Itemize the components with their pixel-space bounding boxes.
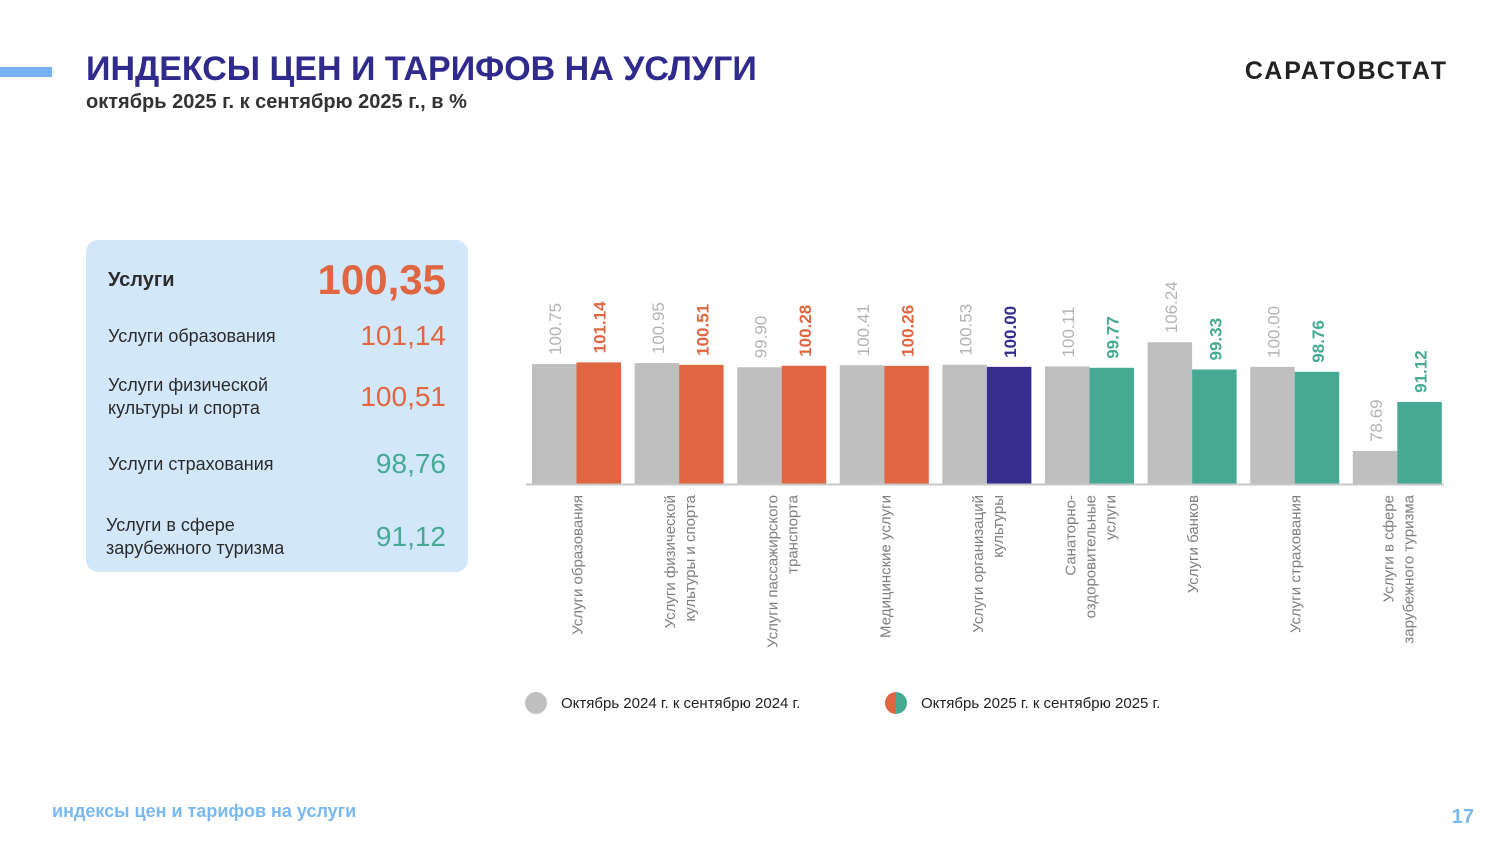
bar — [1045, 366, 1090, 484]
category-label: Услуги страхования — [1288, 495, 1305, 633]
data-label: 78.69 — [1367, 399, 1386, 442]
data-label: 101.14 — [591, 301, 610, 354]
summary-row: Услуги в сфере зарубежного туризма 91,12 — [106, 514, 446, 560]
data-label: 100.00 — [1264, 306, 1283, 358]
data-label: 100.75 — [546, 303, 565, 355]
summary-label: Услуги страхования — [108, 453, 274, 474]
legend-swatch-icon — [525, 692, 547, 714]
summary-row-total: Услуги 100,35 — [108, 256, 446, 303]
footer-text: индексы цен и тарифов на услуги — [52, 801, 357, 821]
data-label: 98.76 — [1309, 320, 1328, 363]
bar — [737, 367, 782, 484]
bar — [1192, 369, 1237, 484]
bar — [781, 365, 827, 484]
category-label: оздоровительные — [1083, 495, 1100, 618]
summary-value: 100,51 — [360, 381, 446, 412]
data-label: 99.77 — [1104, 316, 1123, 359]
data-label: 99.90 — [751, 316, 770, 359]
data-label: 100.53 — [957, 304, 976, 356]
data-label: 91.12 — [1412, 350, 1431, 393]
category-label: Услуги пассажирского — [765, 495, 782, 648]
category-label: зарубежного туризма — [1400, 494, 1417, 643]
legend-swatch-icon — [885, 692, 907, 714]
data-label: 100.26 — [899, 305, 918, 357]
bar — [839, 365, 885, 484]
category-label: Услуги образования — [570, 495, 587, 635]
accent-bar — [0, 67, 52, 77]
summary-value: 101,14 — [360, 320, 446, 351]
summary-row: Услуги страхования 98,76 — [108, 448, 446, 480]
bar — [1294, 371, 1340, 484]
summary-label: Услуги физической культуры и спорта — [108, 375, 269, 418]
summary-value: 91,12 — [375, 521, 446, 552]
category-label: Санаторно- — [1063, 495, 1080, 576]
category-label: культуры и спорта — [682, 494, 699, 621]
bar — [1397, 401, 1442, 484]
data-label: 100.41 — [854, 304, 873, 356]
bar — [942, 364, 987, 484]
page-subtitle: октябрь 2025 г. к сентябрю 2025 г., в % — [86, 91, 467, 113]
category-label: культуры — [990, 495, 1007, 558]
logo: САРАТОВСТАТ — [1244, 57, 1448, 85]
bar — [1089, 367, 1134, 484]
data-label: 100.51 — [693, 304, 712, 356]
legend-label: Октябрь 2025 г. к сентябрю 2025 г. — [921, 694, 1161, 712]
data-label: 99.33 — [1206, 318, 1225, 361]
category-label: транспорта — [785, 494, 802, 574]
legend-item-2024: Октябрь 2024 г. к сентябрю 2024 г. — [525, 692, 800, 714]
bar — [634, 363, 680, 484]
bar — [532, 363, 577, 484]
data-label: 100.11 — [1059, 307, 1078, 358]
data-label: 100.28 — [796, 305, 815, 357]
bar — [1147, 342, 1193, 484]
summary-panel: Услуги 100,35 Услуги образования 101,14 … — [86, 240, 468, 572]
bar — [1352, 450, 1398, 484]
bar — [679, 364, 724, 484]
category-label: Услуги физической — [662, 495, 679, 628]
bar — [884, 365, 929, 484]
category-label: Услуги в сфере — [1380, 495, 1397, 602]
summary-row: Услуги образования 101,14 — [108, 320, 446, 352]
category-label: Услуги банков — [1185, 495, 1202, 593]
summary-label: Услуги в сфере зарубежного туризма — [106, 515, 285, 558]
data-label: 100.00 — [1001, 306, 1020, 358]
data-label: 106.24 — [1162, 281, 1181, 333]
bar — [1250, 366, 1295, 484]
summary-row: Услуги физической культуры и спорта 100,… — [108, 374, 446, 420]
page-title: ИНДЕКСЫ ЦЕН И ТАРИФОВ НА УСЛУГИ — [86, 50, 757, 88]
legend-label: Октябрь 2024 г. к сентябрю 2024 г. — [561, 694, 801, 712]
bar — [986, 366, 1032, 484]
category-label: Услуги организаций — [970, 495, 987, 633]
bar — [576, 362, 621, 484]
summary-value: 100,35 — [317, 256, 446, 303]
page-number: 17 — [1451, 806, 1474, 828]
summary-value: 98,76 — [375, 448, 446, 479]
summary-label: Услуги образования — [108, 325, 276, 346]
data-label: 100.95 — [649, 302, 668, 354]
category-label: услуги — [1103, 495, 1120, 540]
legend-item-2025: Октябрь 2025 г. к сентябрю 2025 г. — [885, 692, 1160, 714]
summary-label: Услуги — [108, 268, 175, 291]
category-label: Медицинские услуги — [877, 495, 894, 638]
